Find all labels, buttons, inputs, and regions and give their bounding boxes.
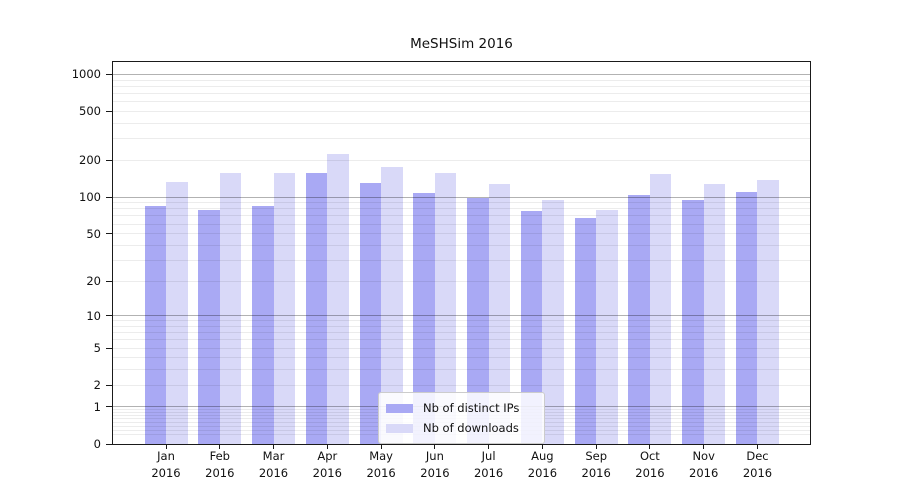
x-tick-label: Dec 2016	[742, 449, 773, 480]
y-tick-label: 0	[93, 437, 101, 451]
x-tick-label: Jan 2016	[151, 449, 181, 480]
bar-distinct-ips-nov	[682, 199, 704, 444]
bar-downloads-apr	[327, 154, 349, 444]
y-tick	[106, 110, 112, 112]
legend-row-downloads: Nb of downloads	[386, 418, 536, 438]
y-tick	[106, 384, 112, 386]
bar-distinct-ips-may	[359, 183, 382, 444]
bar-distinct-ips-jun	[413, 193, 435, 444]
bar-distinct-ips-aug	[520, 210, 543, 444]
y-tick	[106, 233, 112, 235]
bar-distinct-ips-dec	[735, 192, 758, 444]
bar-downloads-jul	[488, 183, 511, 444]
legend: Nb of distinct IPs Nb of downloads	[378, 392, 545, 444]
minor-gridline	[113, 92, 810, 94]
minor-gridline	[113, 101, 810, 103]
bar-distinct-ips-mar	[252, 205, 274, 444]
x-tick-label: Mar 2016	[258, 449, 289, 480]
legend-swatch-downloads	[386, 423, 413, 433]
legend-label-distinct-ips: Nb of distinct IPs	[423, 401, 520, 415]
x-tick	[165, 444, 167, 449]
y-tick-label: 50	[86, 226, 101, 241]
x-tick-label: Oct 2016	[635, 449, 665, 480]
minor-gridline	[113, 122, 810, 124]
minor-gridline	[113, 85, 810, 87]
x-tick-label: Sep 2016	[581, 449, 611, 480]
x-tick	[488, 444, 490, 449]
y-tick	[106, 73, 112, 75]
bar-downloads-jan	[166, 182, 188, 444]
bar-downloads-aug	[542, 199, 564, 444]
minor-gridline	[113, 159, 810, 161]
y-tick-label: 10	[86, 308, 101, 323]
x-tick	[757, 444, 758, 449]
y-tick	[106, 443, 112, 445]
y-tick-label: 1	[93, 399, 101, 414]
minor-gridline	[113, 138, 810, 140]
y-tick	[106, 280, 112, 282]
bar-downloads-oct	[649, 173, 672, 444]
x-tick	[541, 444, 543, 449]
legend-row-distinct-ips: Nb of distinct IPs	[386, 398, 536, 418]
major-gridline	[113, 73, 810, 75]
x-tick-label: Jul 2016	[473, 449, 504, 480]
bar-distinct-ips-sep	[574, 218, 597, 444]
minor-gridline	[113, 110, 810, 112]
y-tick	[106, 406, 112, 408]
x-tick-label: Nov 2016	[689, 449, 719, 480]
x-tick	[273, 444, 274, 449]
x-tick	[380, 444, 382, 449]
y-tick-label: 5	[93, 341, 101, 356]
y-tick-label: 20	[86, 274, 101, 289]
y-tick	[106, 159, 112, 161]
bar-downloads-may	[381, 167, 403, 444]
bar-distinct-ips-oct	[628, 194, 650, 444]
plot-area: Nb of distinct IPs Nb of downloads	[112, 61, 811, 445]
x-tick	[595, 444, 597, 449]
x-tick-label: Feb 2016	[205, 449, 235, 480]
x-tick	[703, 444, 705, 449]
x-tick-label: Aug 2016	[527, 449, 558, 480]
bar-distinct-ips-jul	[467, 197, 489, 444]
minor-gridline	[113, 79, 810, 81]
bar-distinct-ips-feb	[198, 210, 220, 444]
y-tick-label: 100	[79, 190, 101, 205]
y-tick-label: 1000	[71, 67, 101, 82]
bar-downloads-nov	[703, 183, 726, 444]
x-tick-label: Apr 2016	[312, 449, 342, 480]
y-tick-label: 200	[79, 153, 101, 168]
y-tick	[106, 196, 112, 198]
x-tick	[219, 444, 221, 449]
bar-distinct-ips-apr	[305, 173, 328, 444]
bar-downloads-jun	[434, 172, 457, 444]
legend-swatch-distinct-ips	[386, 403, 413, 413]
y-tick	[106, 315, 112, 317]
legend-label-downloads: Nb of downloads	[423, 421, 519, 435]
y-tick-label: 500	[79, 104, 101, 119]
x-tick	[649, 444, 651, 449]
chart-title: MeSHSim 2016	[410, 36, 513, 52]
y-tick	[106, 347, 112, 349]
bar-downloads-mar	[273, 173, 296, 444]
y-tick-label: 2	[93, 378, 101, 393]
x-tick	[326, 444, 328, 449]
x-tick-label: May 2016	[366, 449, 396, 480]
x-tick	[434, 444, 436, 449]
bar-distinct-ips-jan	[144, 205, 166, 444]
bar-downloads-dec	[757, 179, 779, 444]
x-tick-label: Jun 2016	[420, 449, 450, 480]
bar-downloads-feb	[219, 173, 242, 444]
bar-downloads-sep	[596, 209, 618, 444]
